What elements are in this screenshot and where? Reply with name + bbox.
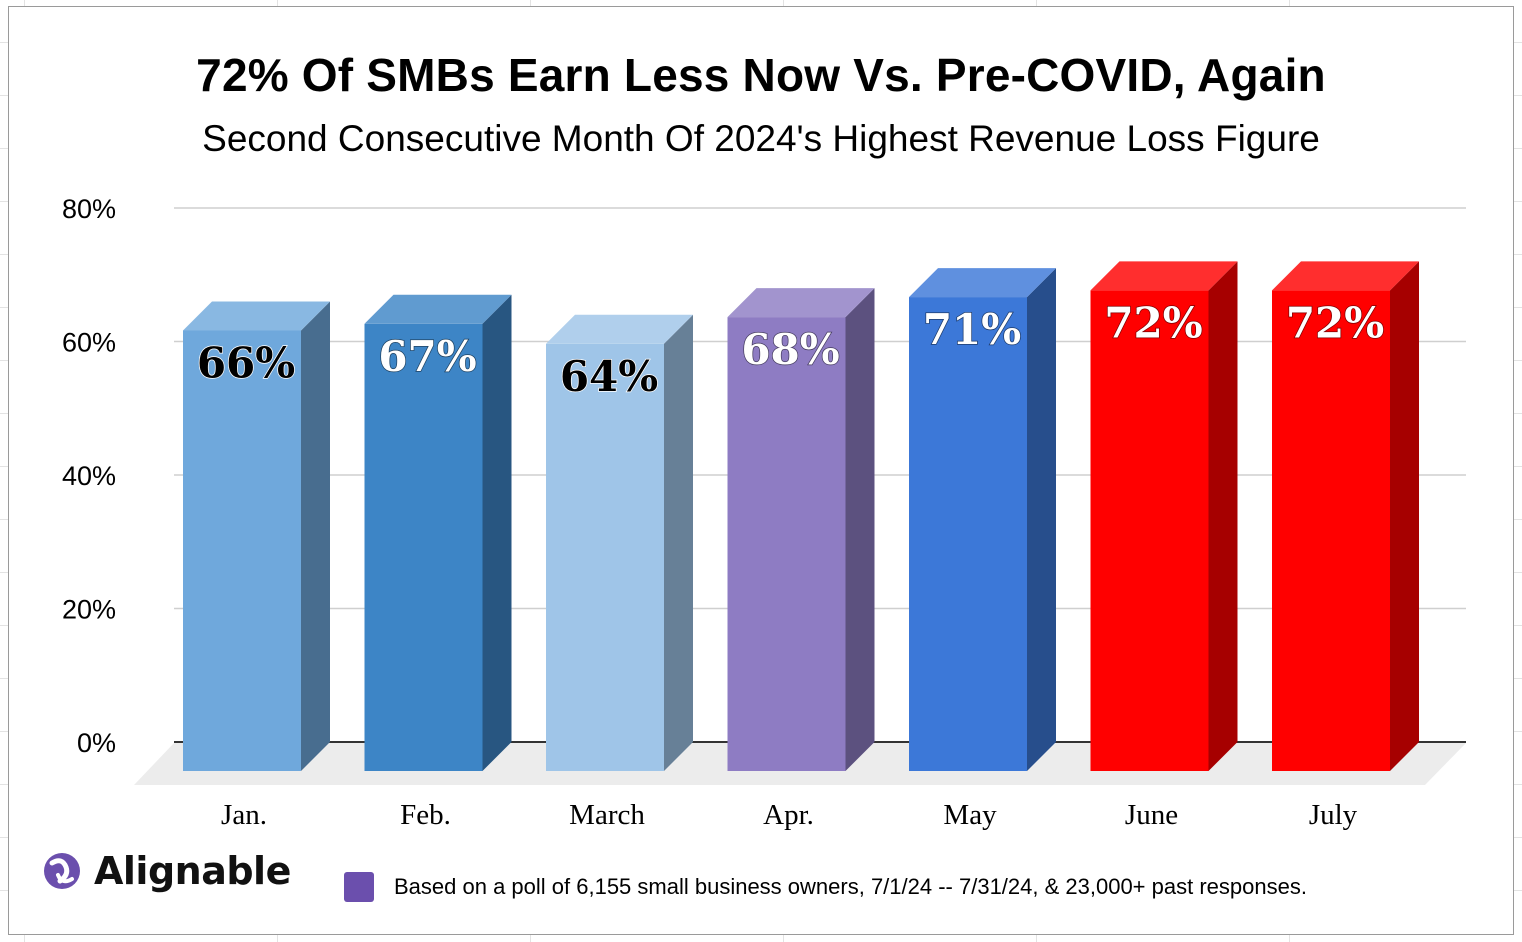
bar-side — [482, 294, 512, 771]
x-tick-label: May — [943, 799, 997, 831]
bar-side — [1390, 261, 1419, 771]
data-label: 72% — [1286, 298, 1384, 347]
bar-top — [909, 268, 1056, 298]
footnote: Based on a poll of 6,155 small business … — [344, 872, 1307, 902]
footnote-swatch — [344, 872, 374, 902]
bar — [364, 323, 483, 771]
bar — [909, 297, 1027, 771]
y-tick-label: 20% — [62, 595, 116, 625]
alignable-logo-icon — [44, 853, 80, 889]
bar-top — [183, 301, 330, 331]
footnote-text: Based on a poll of 6,155 small business … — [394, 874, 1307, 899]
x-tick-label: Apr. — [763, 799, 814, 831]
chart-subtitle: Second Consecutive Month Of 2024's Highe… — [202, 118, 1320, 159]
bar-side — [1208, 261, 1238, 771]
bar-side — [664, 314, 693, 771]
data-label: 71% — [923, 305, 1021, 354]
y-tick-label: 40% — [62, 461, 116, 491]
x-tick-label: March — [569, 799, 645, 831]
y-tick-label: 60% — [62, 328, 116, 358]
data-label: 67% — [378, 332, 476, 381]
bar-top — [364, 294, 512, 324]
bar-side — [301, 301, 330, 771]
chart-title: 72% Of SMBs Earn Less Now Vs. Pre-COVID,… — [196, 49, 1326, 101]
data-label: 66% — [197, 338, 295, 387]
x-tick-label: June — [1125, 799, 1178, 831]
bar-side — [1027, 268, 1056, 771]
bar-top — [1272, 261, 1419, 291]
x-tick-label: Feb. — [400, 799, 451, 831]
bar-top — [546, 314, 693, 344]
bar — [183, 330, 301, 771]
alignable-logo: Alignable — [42, 846, 291, 896]
data-label: 72% — [1104, 298, 1202, 347]
data-label: 64% — [560, 352, 658, 401]
data-label: 68% — [741, 325, 839, 374]
x-tick-label: July — [1309, 799, 1358, 831]
x-tick-label: Jan. — [221, 799, 267, 831]
bar-side — [845, 288, 875, 771]
y-tick-label: 0% — [77, 728, 116, 758]
bar-top — [1090, 261, 1238, 291]
bar-top — [727, 288, 875, 318]
bar — [1272, 290, 1390, 771]
logo-text: Alignable — [94, 849, 291, 893]
bar — [1090, 290, 1209, 771]
bar — [546, 343, 664, 771]
bar — [727, 317, 846, 771]
y-tick-label: 80% — [62, 194, 116, 224]
